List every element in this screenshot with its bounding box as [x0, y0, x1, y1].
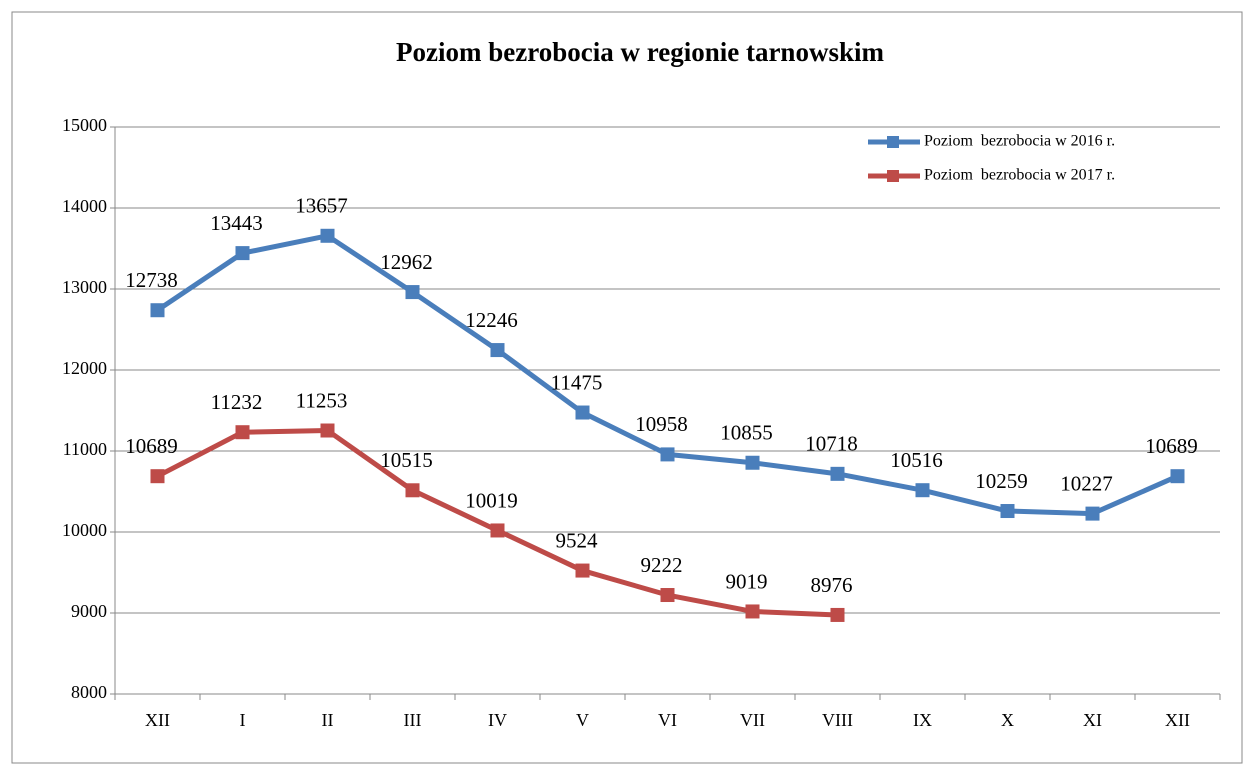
x-tick-label: IX — [913, 710, 932, 730]
point-marker — [575, 563, 590, 578]
y-tick-label: 10000 — [62, 520, 107, 540]
data-label: 12246 — [465, 308, 518, 332]
data-label: 11232 — [211, 390, 263, 414]
legend-marker — [887, 170, 899, 182]
point-marker — [575, 405, 590, 420]
data-label: 10019 — [465, 488, 518, 512]
y-tick-label: 13000 — [62, 277, 107, 297]
x-tick-label: III — [404, 710, 422, 730]
y-tick-label: 12000 — [62, 358, 107, 378]
point-marker — [1000, 504, 1015, 519]
point-marker — [745, 604, 760, 619]
x-tick-label: I — [240, 710, 246, 730]
x-tick-label: VII — [740, 710, 765, 730]
point-marker — [830, 466, 845, 481]
point-marker — [830, 607, 845, 622]
data-label: 10718 — [805, 432, 858, 456]
point-marker — [490, 343, 505, 358]
x-tick-label: XI — [1083, 710, 1102, 730]
data-label: 10689 — [1145, 434, 1198, 458]
data-label: 10689 — [125, 434, 178, 458]
data-label: 10259 — [975, 469, 1028, 493]
data-label: 9524 — [556, 528, 599, 552]
x-tick-label: XII — [145, 710, 170, 730]
data-label: 12962 — [380, 250, 433, 274]
y-tick-label: 8000 — [71, 682, 107, 702]
point-marker — [660, 588, 675, 603]
chart-frame — [11, 11, 1243, 764]
x-tick-label: VI — [658, 710, 677, 730]
point-marker — [320, 423, 335, 438]
point-marker — [660, 447, 675, 462]
point-marker — [405, 483, 420, 498]
legend-marker — [887, 136, 899, 148]
x-tick-label: XII — [1165, 710, 1190, 730]
point-marker — [150, 469, 165, 484]
data-label: 13657 — [295, 194, 348, 218]
point-marker — [320, 228, 335, 243]
data-label: 10227 — [1060, 471, 1113, 495]
point-marker — [1170, 469, 1185, 484]
y-tick-label: 15000 — [62, 115, 107, 135]
data-label: 9222 — [641, 553, 683, 577]
x-tick-label: V — [576, 710, 589, 730]
point-marker — [405, 285, 420, 300]
data-label: 9019 — [726, 569, 768, 593]
legend-label: Poziom bezrobocia w 2016 r. — [924, 133, 1115, 150]
point-marker — [235, 246, 250, 261]
y-tick-label: 11000 — [63, 439, 107, 459]
data-label: 10515 — [380, 448, 433, 472]
data-label: 10855 — [720, 421, 773, 445]
point-marker — [915, 483, 930, 498]
data-label: 11253 — [296, 388, 348, 412]
x-tick-label: II — [322, 710, 334, 730]
point-marker — [150, 303, 165, 318]
x-tick-label: X — [1001, 710, 1014, 730]
point-marker — [235, 425, 250, 440]
point-marker — [745, 455, 760, 470]
data-label: 11475 — [551, 370, 603, 394]
point-marker — [1085, 506, 1100, 521]
data-label: 10958 — [635, 412, 688, 436]
chart-title: Poziom bezrobocia w regionie tarnowskim — [396, 37, 884, 67]
data-label: 13443 — [210, 211, 263, 235]
x-tick-label: VIII — [822, 710, 853, 730]
data-label: 8976 — [811, 573, 853, 597]
x-tick-label: IV — [488, 710, 507, 730]
data-label: 10516 — [890, 448, 943, 472]
point-marker — [490, 523, 505, 538]
data-label: 12738 — [125, 268, 178, 292]
y-tick-label: 9000 — [71, 601, 107, 621]
y-tick-label: 14000 — [62, 196, 107, 216]
legend-label: Poziom bezrobocia w 2017 r. — [924, 167, 1115, 184]
